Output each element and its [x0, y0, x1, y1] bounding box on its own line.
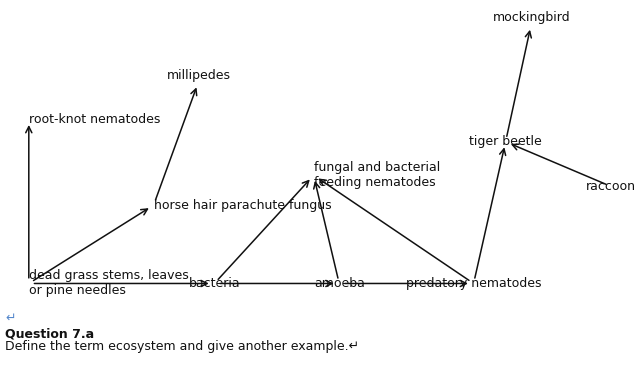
Text: ↵: ↵ — [5, 311, 15, 324]
Text: bacteria: bacteria — [189, 277, 240, 290]
Text: root-knot nematodes: root-knot nematodes — [29, 113, 160, 126]
Text: Define the term ecosystem and give another example.↵: Define the term ecosystem and give anoth… — [5, 340, 359, 352]
Text: horse hair parachute fungus: horse hair parachute fungus — [154, 199, 332, 211]
Text: millipedes: millipedes — [166, 69, 230, 82]
Text: predatory nematodes: predatory nematodes — [406, 277, 541, 290]
Text: dead grass stems, leaves
or pine needles: dead grass stems, leaves or pine needles — [29, 269, 189, 298]
Text: fungal and bacterial
feeding nematodes: fungal and bacterial feeding nematodes — [314, 161, 440, 189]
Text: amoeba: amoeba — [314, 277, 365, 290]
Text: raccoon: raccoon — [586, 180, 636, 193]
Text: Question 7.a: Question 7.a — [5, 327, 94, 340]
Text: tiger beetle: tiger beetle — [469, 135, 542, 148]
Text: mockingbird: mockingbird — [492, 11, 570, 24]
